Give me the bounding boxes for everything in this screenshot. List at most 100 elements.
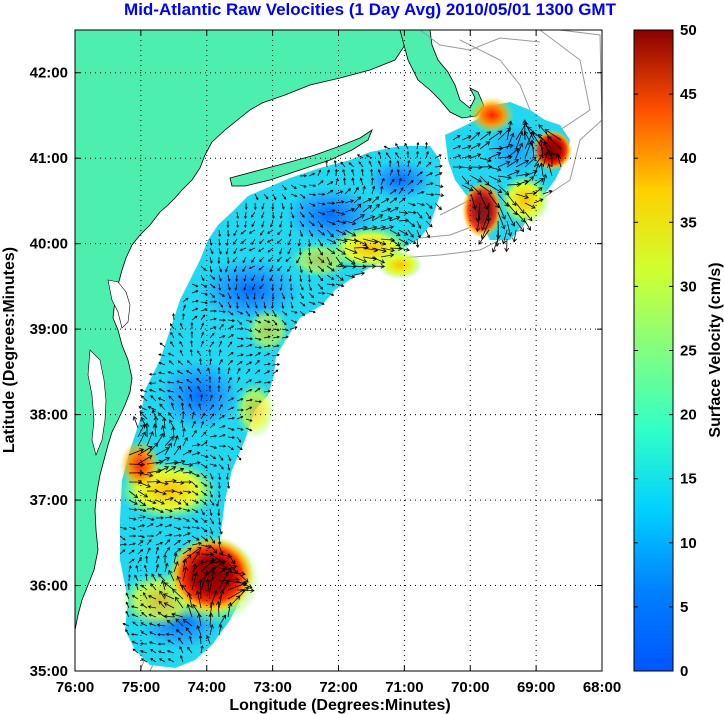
velocity-arrow — [146, 517, 155, 521]
velocity-arrow — [137, 431, 146, 447]
velocity-arrow-head — [217, 261, 221, 264]
velocity-arrow-head — [163, 614, 168, 619]
velocity-arrow-head — [235, 577, 240, 583]
velocity-arrow — [371, 177, 374, 186]
velocity-arrow-head — [363, 225, 368, 231]
velocity-arrow-head — [523, 130, 529, 136]
velocity-arrow — [380, 186, 383, 195]
velocity-arrow — [209, 256, 213, 264]
velocity-arrow-head — [174, 434, 179, 440]
velocity-arrow-head — [298, 252, 302, 256]
velocity-arrow — [200, 499, 207, 505]
velocity-arrow — [177, 360, 184, 366]
velocity-arrow — [407, 160, 410, 168]
velocity-arrow — [236, 211, 239, 219]
velocity-arrow — [218, 472, 221, 480]
velocity-arrow — [279, 220, 283, 228]
velocity-arrow-head — [507, 175, 512, 180]
velocity-arrow — [236, 292, 240, 300]
y-tick-label: 37:00 — [30, 492, 68, 509]
velocity-arrow — [200, 431, 207, 438]
velocity-arrow — [172, 426, 175, 438]
velocity-arrow — [236, 220, 239, 228]
velocity-arrow — [218, 283, 221, 291]
velocity-arrow — [524, 141, 532, 159]
velocity-arrow — [384, 146, 391, 150]
velocity-arrow-head — [249, 353, 253, 357]
velocity-arrow-head — [217, 541, 222, 546]
velocity-arrow-head — [213, 456, 217, 460]
velocity-arrow-head — [347, 188, 351, 192]
velocity-arrow — [353, 196, 361, 204]
velocity-arrow-head — [426, 234, 431, 239]
velocity-arrow-head — [160, 501, 165, 505]
velocity-arrow — [241, 238, 247, 244]
velocity-arrow-head — [192, 420, 196, 424]
velocity-arrow — [261, 292, 265, 299]
velocity-arrow — [209, 567, 226, 582]
velocity-arrow — [544, 129, 562, 141]
velocity-arrow-head — [139, 470, 144, 476]
colorbar-tick-label: 35 — [680, 214, 697, 231]
velocity-arrow-head — [325, 159, 329, 163]
velocity-arrow-head — [158, 361, 162, 365]
velocity-arrow-head — [510, 221, 516, 227]
velocity-arrow-head — [182, 558, 188, 563]
velocity-arrow-head — [239, 361, 243, 364]
velocity-arrow-head — [514, 148, 520, 153]
velocity-arrow — [243, 283, 247, 291]
velocity-arrow — [180, 655, 184, 663]
velocity-arrow-head — [244, 578, 249, 583]
velocity-arrow-head — [506, 127, 512, 132]
velocity-arrow-head — [170, 402, 174, 406]
velocity-arrow-head — [429, 205, 433, 209]
velocity-arrow — [425, 182, 434, 186]
velocity-arrow-head — [159, 541, 164, 545]
velocity-arrow — [218, 624, 222, 636]
velocity-arrow-head — [188, 449, 193, 454]
velocity-arrow — [267, 238, 274, 243]
velocity-arrow-head — [193, 572, 198, 577]
velocity-arrow-head — [209, 513, 213, 517]
velocity-arrow — [524, 192, 537, 195]
velocity-arrow — [209, 463, 217, 467]
velocity-arrow — [164, 534, 172, 537]
velocity-arrow-head — [122, 622, 126, 626]
velocity-arrow — [157, 634, 166, 636]
velocity-arrow-head — [522, 119, 528, 124]
velocity-arrow — [182, 558, 186, 573]
velocity-arrow — [251, 256, 256, 263]
velocity-arrow-head — [140, 395, 145, 399]
velocity-arrow-head — [548, 189, 553, 194]
velocity-arrow-head — [187, 526, 191, 530]
velocity-arrow-head — [166, 389, 170, 393]
velocity-arrow — [134, 575, 139, 582]
velocity-arrow-head — [157, 412, 162, 417]
velocity-arrow-head — [213, 317, 217, 321]
velocity-arrow-head — [418, 225, 422, 229]
velocity-arrow — [128, 499, 138, 505]
velocity-arrow-head — [199, 358, 202, 361]
velocity-arrow — [209, 435, 217, 438]
velocity-arrow-head — [143, 592, 146, 596]
velocity-arrow — [479, 141, 490, 150]
velocity-arrow-head — [146, 483, 151, 488]
velocity-arrow — [344, 200, 354, 204]
velocity-arrow — [335, 274, 344, 281]
velocity-arrow-head — [263, 305, 267, 309]
velocity-arrow-head — [343, 238, 348, 244]
velocity-arrow-head — [240, 427, 244, 431]
velocity-arrow-head — [300, 206, 304, 210]
velocity-arrow-head — [214, 434, 218, 438]
velocity-arrow — [344, 265, 357, 267]
velocity-arrow — [398, 229, 408, 236]
velocity-arrow-head — [209, 358, 213, 362]
velocity-arrow — [128, 517, 137, 520]
velocity-arrow — [236, 427, 244, 431]
velocity-arrow-head — [304, 174, 307, 178]
velocity-arrow-head — [236, 296, 240, 300]
velocity-arrow — [227, 377, 232, 384]
velocity-arrow — [181, 403, 184, 411]
velocity-arrow — [182, 618, 193, 627]
velocity-arrow — [254, 400, 262, 403]
